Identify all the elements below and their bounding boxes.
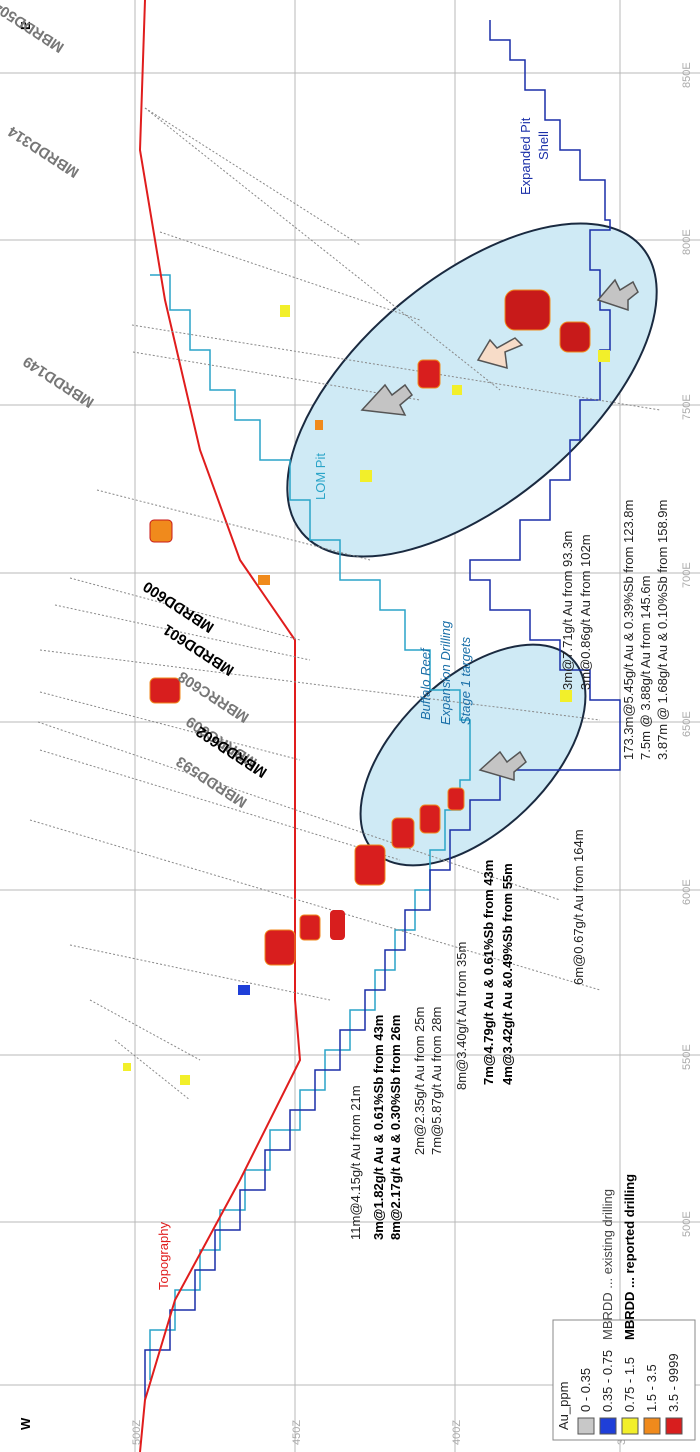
expanded-pit-shell	[144, 20, 621, 1400]
easting-label: 750E	[681, 394, 693, 420]
assay-annotation: 2m@2.35g/t Au from 25m	[412, 1007, 427, 1155]
assay-annotation: 7m@4.79g/t Au & 0.61%Sb from 43m	[481, 860, 496, 1085]
assay-annotation: 4m@3.42g/t Au &0.49%Sb from 55m	[500, 863, 515, 1085]
east-label: E	[18, 21, 33, 30]
assay-annotation: 7m@5.87g/t Au from 28m	[429, 1007, 444, 1155]
pit-shell-label: Expanded Pit	[518, 117, 533, 195]
elevation-label: 400Z	[451, 1420, 463, 1445]
assay-annotation: 7.5m @ 3.88g/t Au from 145.6m	[638, 576, 653, 760]
lom-pit-label: LOM Pit	[313, 453, 328, 500]
legend-swatch	[665, 1417, 683, 1435]
assay-annotation: 3m@0.86g/t Au from 102m	[578, 534, 593, 690]
easting-label: 500E	[681, 1211, 693, 1237]
key-label: MBRDD ... reported drilling	[622, 1174, 637, 1340]
topography-label: Topography	[156, 1222, 171, 1290]
legend-label: 0 - 0.35	[578, 1368, 593, 1412]
target-label: Stage 1 targets	[458, 636, 473, 725]
elevation-label: 450Z	[291, 1420, 303, 1445]
legend-label: 0.35 - 0.75	[600, 1350, 615, 1412]
legend-label: 1.5 - 3.5	[644, 1364, 659, 1412]
assay-annotation: 173.3m@5.45g/t Au & 0.39%Sb from 123.8m	[621, 500, 636, 760]
assay-annotation: 11m@4.15g/t Au from 21m	[348, 1085, 363, 1240]
elevation-label: 500Z	[131, 1420, 143, 1445]
pit-shell-label: Shell	[536, 131, 551, 160]
west-label: W	[18, 1417, 33, 1430]
direction-arrows	[360, 278, 639, 782]
key-label: MBRDD ... existing drilling	[600, 1189, 615, 1340]
legend-swatch	[643, 1417, 661, 1435]
assay-annotation: 3m@1.82g/t Au & 0.61%Sb from 43m	[371, 1015, 386, 1240]
easting-label: 700E	[681, 562, 693, 588]
legend-title: Au_ppm	[556, 1382, 571, 1430]
legend-swatch	[577, 1417, 595, 1435]
assay-intervals	[123, 289, 610, 1085]
legend-swatch	[621, 1417, 639, 1435]
easting-label: 800E	[681, 229, 693, 255]
drill-holes	[29, 107, 661, 1101]
topography-line	[138, 0, 302, 1452]
easting-label: 550E	[681, 1044, 693, 1070]
legend-label: 0.75 - 1.5	[622, 1357, 637, 1412]
legend-swatch	[599, 1417, 617, 1435]
easting-label: 650E	[681, 711, 693, 737]
target-ellipse	[286, 222, 658, 558]
assay-annotation: 8m@2.17g/t Au & 0.30%Sb from 26m	[388, 1015, 403, 1240]
target-label: Expansion Drilling	[438, 620, 453, 725]
assay-annotation: 3.87m @ 1.68g/t Au & 0.10%Sb from 158.9m	[655, 500, 670, 760]
legend-label: 3.5 - 9999	[666, 1353, 681, 1412]
assay-annotation: 8m@3.40g/t Au from 35m	[454, 942, 469, 1090]
easting-label: 600E	[681, 879, 693, 905]
target-label: Buffalo Reef	[418, 647, 433, 720]
easting-label: 850E	[681, 62, 693, 88]
assay-annotation: 6m@0.67g/t Au from 164m	[571, 829, 586, 985]
assay-annotation: 3m@7.71g/t Au from 93.3m	[560, 531, 575, 690]
